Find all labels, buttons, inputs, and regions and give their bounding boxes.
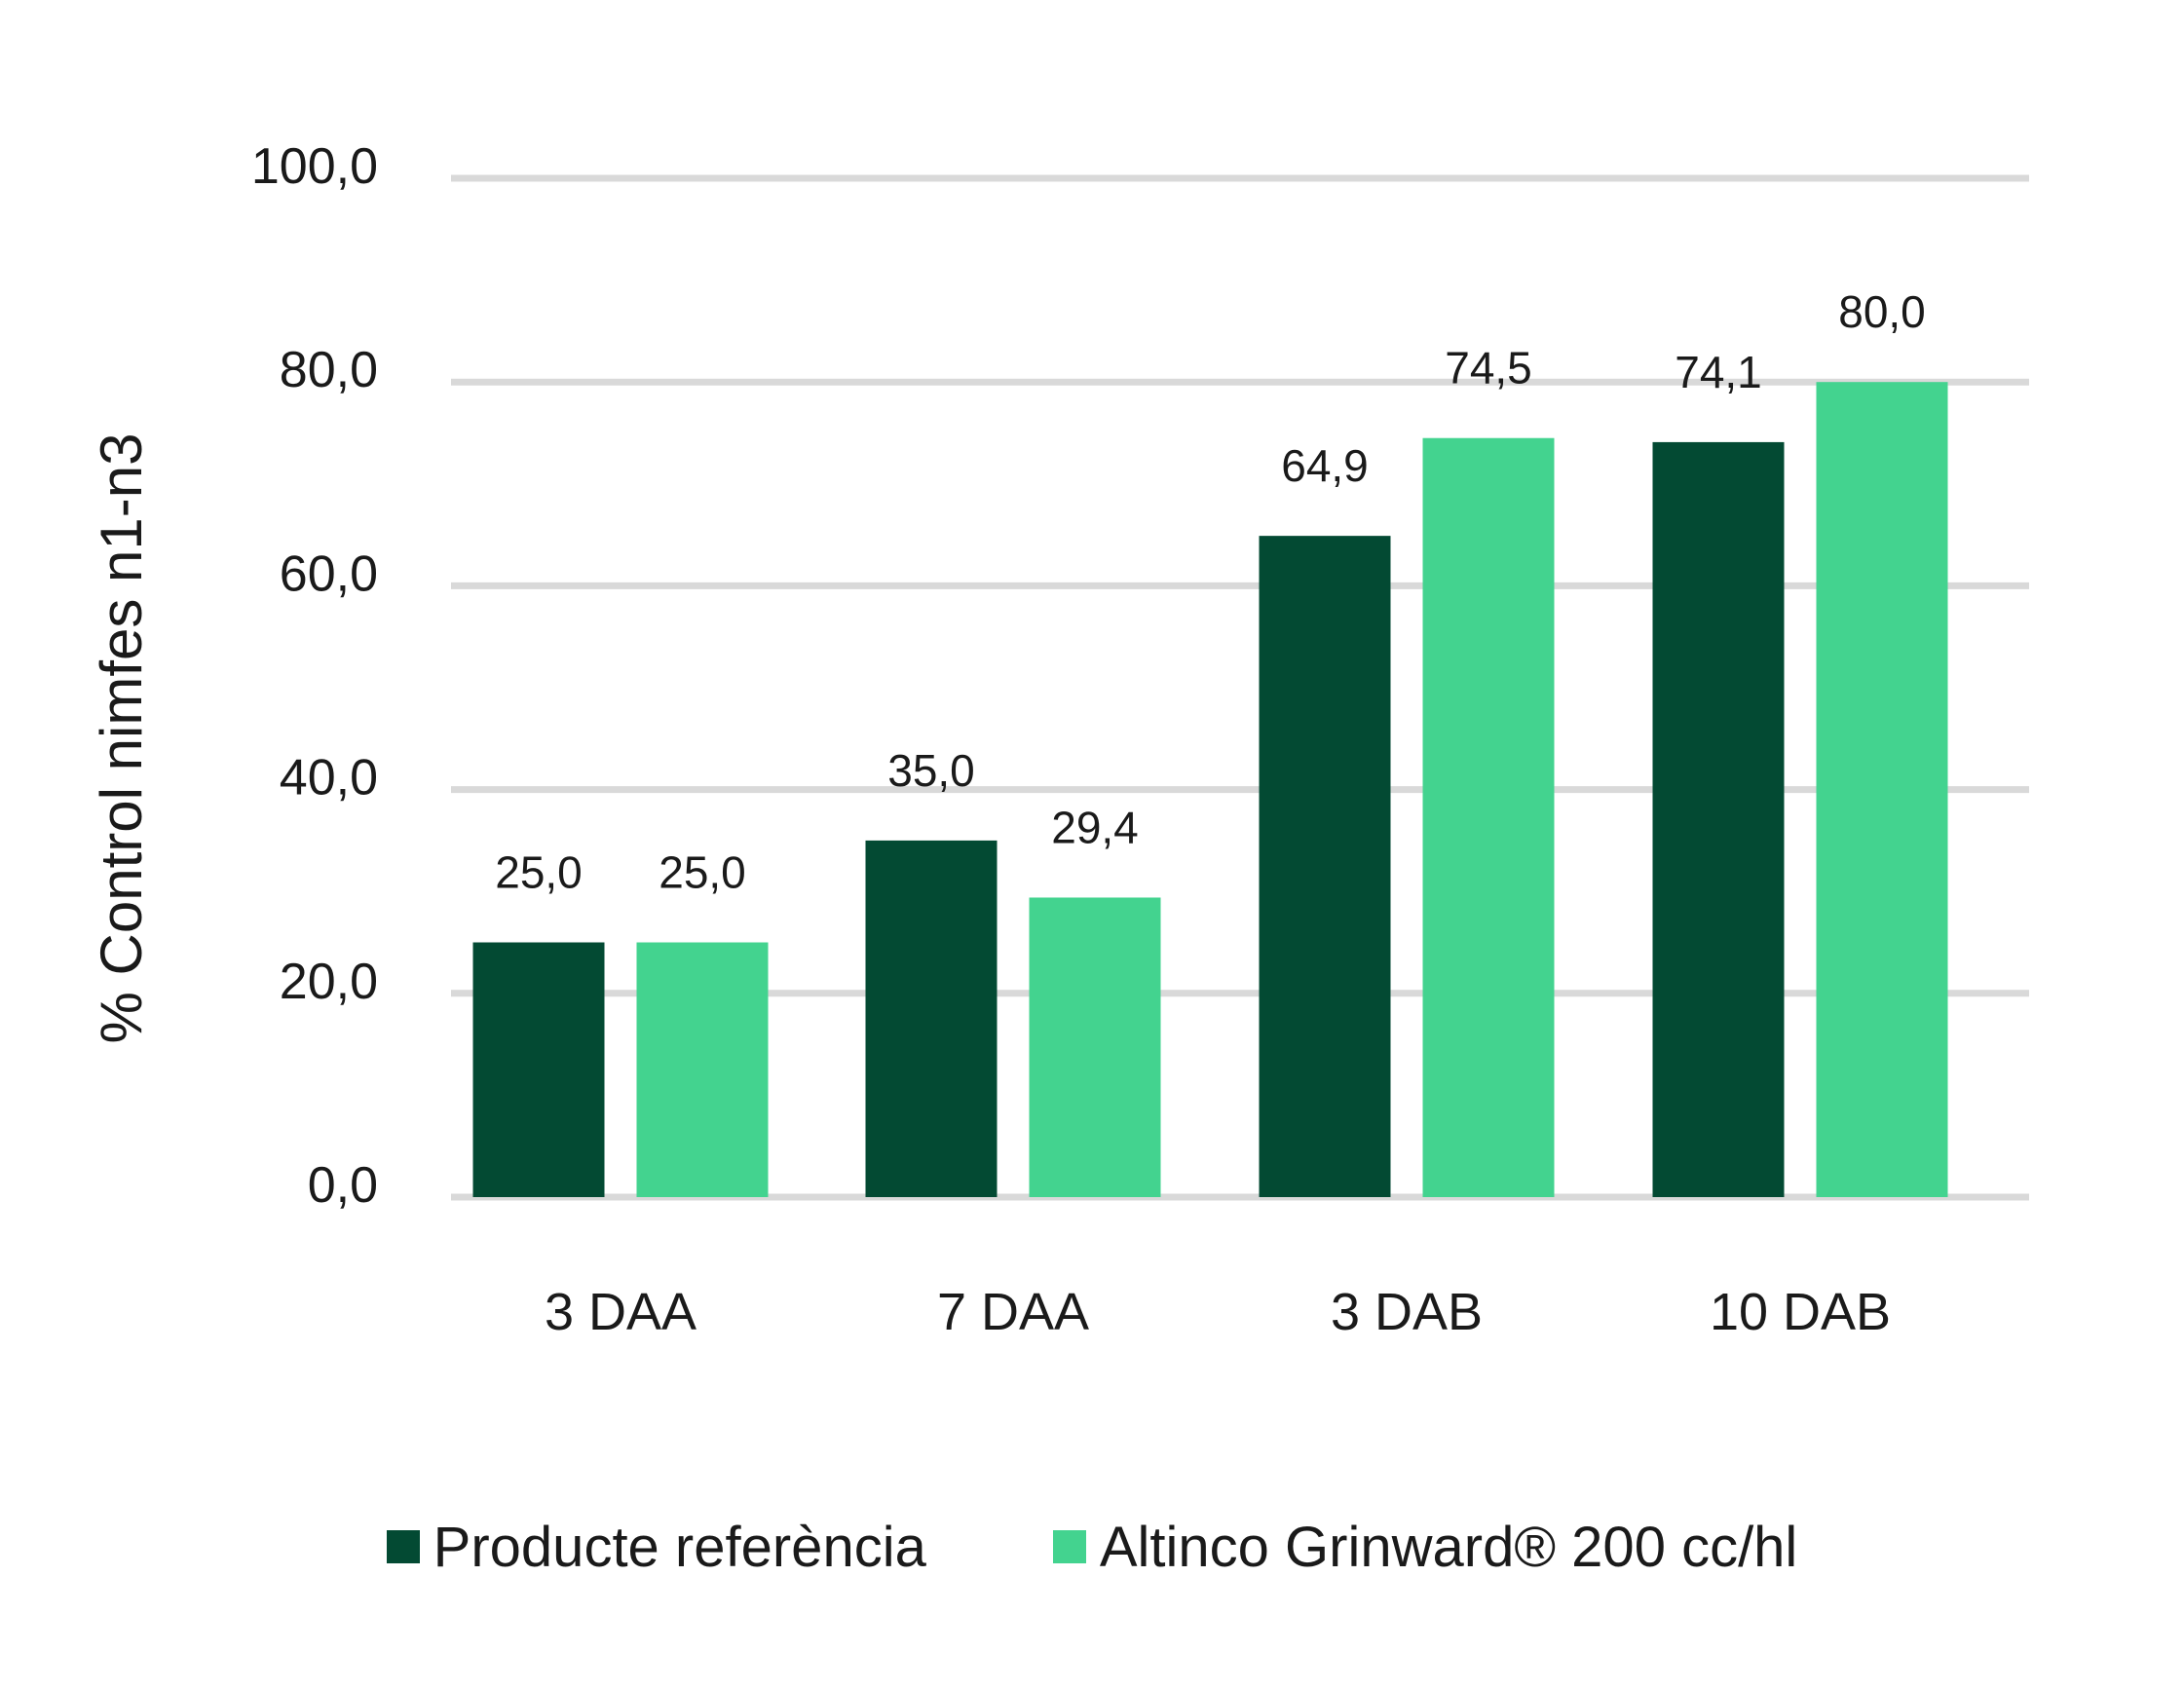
data-label: 29,4 <box>1051 802 1139 852</box>
y-tick-label: 100,0 <box>251 138 378 195</box>
data-label: 80,0 <box>1838 286 1926 337</box>
legend-item-producte-referencia: Producte referència <box>386 1515 926 1580</box>
legend-swatch-light-green <box>1052 1530 1086 1563</box>
y-tick-label: 60,0 <box>280 545 378 602</box>
data-label: 74,1 <box>1675 347 1762 397</box>
bar-producte-referencia <box>1259 536 1391 1197</box>
x-category-label: 10 DAB <box>1710 1283 1891 1341</box>
legend-label: Producte referència <box>433 1515 926 1579</box>
x-category-label: 3 DAB <box>1331 1283 1483 1341</box>
data-label: 25,0 <box>659 847 746 898</box>
x-axis-categories: 3 DAA 7 DAA 3 DAB 10 DAB <box>545 1283 1891 1341</box>
bar-producte-referencia <box>1652 441 1785 1197</box>
data-label: 25,0 <box>495 847 583 898</box>
legend-label: Altinco Grinward® 200 cc/hl <box>1099 1515 1798 1579</box>
data-label: 64,9 <box>1281 440 1369 491</box>
y-tick-label: 40,0 <box>280 750 378 807</box>
data-label: 74,5 <box>1445 343 1532 394</box>
x-category-label: 3 DAA <box>545 1283 697 1341</box>
y-tick-label: 20,0 <box>280 954 378 1010</box>
data-label: 35,0 <box>887 745 975 796</box>
bars <box>472 382 1948 1198</box>
y-axis-ticks: 0,0 20,0 40,0 60,0 80,0 100,0 <box>251 138 378 1214</box>
x-category-label: 7 DAA <box>937 1283 1089 1341</box>
bar-producte-referencia <box>865 840 998 1197</box>
y-tick-label: 0,0 <box>308 1157 378 1214</box>
legend-swatch-dark-green <box>386 1530 420 1563</box>
bar-producte-referencia <box>472 942 605 1197</box>
bar-altinco-grinward <box>636 942 769 1197</box>
y-axis-title: % Control nimfes n1-n3 <box>89 433 154 1044</box>
bar-altinco-grinward <box>1422 437 1555 1198</box>
bar-altinco-grinward <box>1816 382 1948 1197</box>
legend: Producte referència Altinco Grinward® 20… <box>0 1508 2184 1586</box>
y-tick-label: 80,0 <box>280 342 378 398</box>
legend-item-altinco-grinward: Altinco Grinward® 200 cc/hl <box>1052 1515 1798 1580</box>
data-labels: 25,0 25,0 35,0 29,4 64,9 74,5 74,1 80,0 <box>495 286 1926 897</box>
bar-altinco-grinward <box>1029 897 1161 1197</box>
